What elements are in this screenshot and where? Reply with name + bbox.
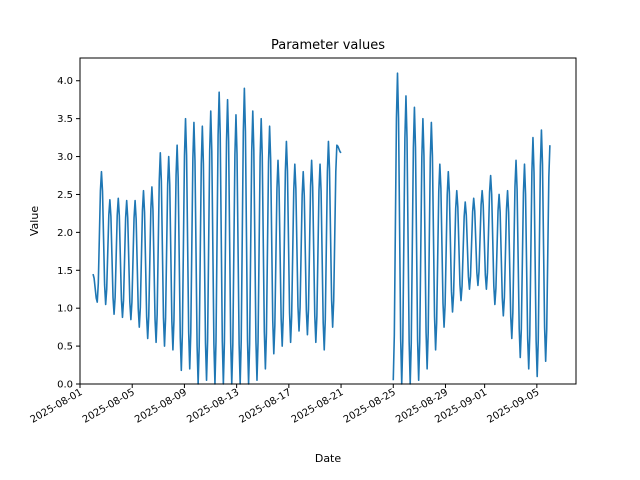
y-ticks: 0.0 0.5 1.0 1.5 2.0 2.5 3.0 3.5 4.0 <box>57 76 80 391</box>
series-0-segment-1 <box>392 72 551 385</box>
x-axis-label: Date <box>315 452 342 465</box>
y-tick-label: 2.5 <box>57 190 73 201</box>
series-layer <box>92 72 551 385</box>
y-tick-label: 0.0 <box>57 380 73 391</box>
y-axis-label: Value <box>28 206 41 236</box>
series-0-segment-0 <box>92 87 342 385</box>
y-tick-label: 0.5 <box>57 342 73 353</box>
y-tick-label: 1.5 <box>57 266 73 277</box>
plot-frame <box>79 57 577 385</box>
axes-layer <box>79 57 577 385</box>
y-tick-label: 3.5 <box>57 114 73 125</box>
y-tick-label: 3.0 <box>57 152 73 163</box>
y-tick-label: 2.0 <box>57 228 73 239</box>
y-tick-label: 1.0 <box>57 304 73 315</box>
y-tick-label: 4.0 <box>57 76 73 87</box>
chart-title: Parameter values <box>271 38 385 53</box>
